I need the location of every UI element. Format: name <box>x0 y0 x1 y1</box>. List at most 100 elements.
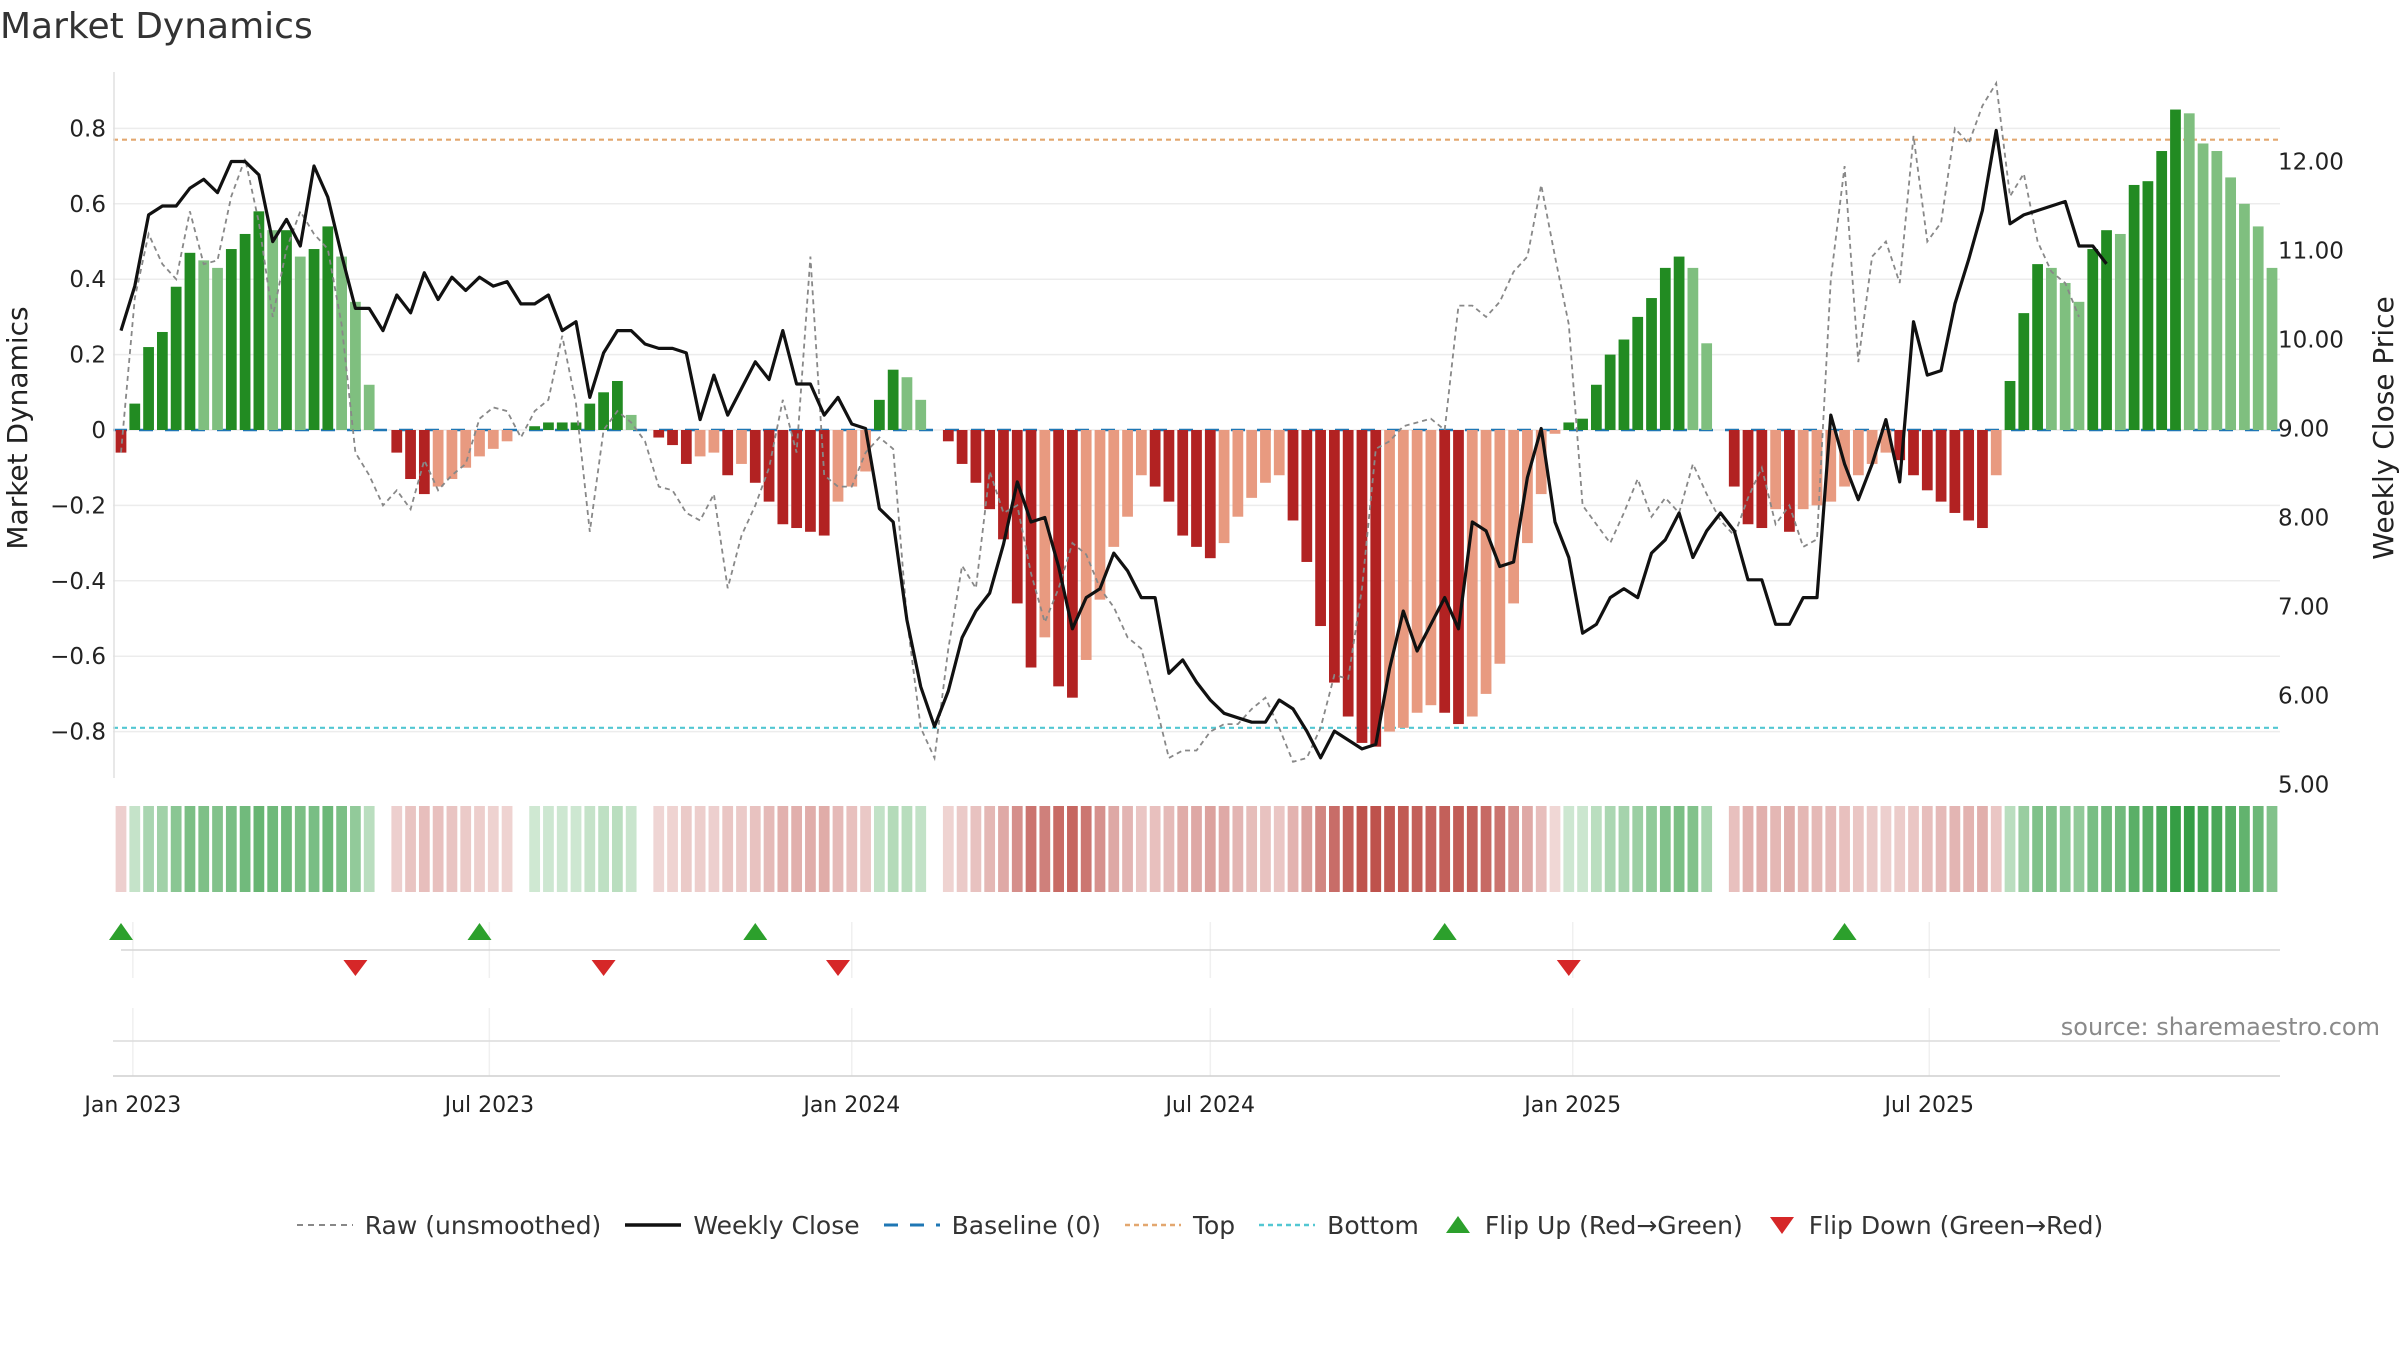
regime-cell <box>294 806 306 892</box>
regime-cell <box>708 806 720 892</box>
regime-cell <box>1301 806 1313 892</box>
legend: Raw (unsmoothed) Weekly Close Baseline (… <box>0 1205 2400 1245</box>
regime-cell <box>1535 806 1547 892</box>
dynamics-bar <box>1866 430 1878 464</box>
chart-title: Market Dynamics <box>0 6 313 47</box>
dynamics-bar <box>143 347 154 430</box>
dynamics-bar <box>1577 418 1588 430</box>
regime-cell <box>2156 806 2168 892</box>
regime-cell <box>1825 806 1837 892</box>
dynamics-bar <box>1301 430 1313 562</box>
regime-cell <box>915 806 927 892</box>
dynamics-bar <box>1949 430 1961 513</box>
regime-cell <box>2059 806 2071 892</box>
regime-cell <box>846 806 858 892</box>
dynamics-bar <box>350 301 361 430</box>
regime-cell <box>1756 806 1768 892</box>
dynamics-bar <box>846 430 858 487</box>
dynamics-bar <box>391 430 403 453</box>
right-tick-label: 6.00 <box>2278 684 2329 710</box>
regime-cell <box>1604 806 1616 892</box>
regime-cell <box>1894 806 1906 892</box>
regime-cell <box>998 806 1009 892</box>
regime-cell <box>1577 806 1588 892</box>
regime-cell <box>1701 806 1713 892</box>
regime-cell <box>239 806 251 892</box>
legend-label-flip-up: Flip Up (Red→Green) <box>1484 1210 1743 1240</box>
legend-label-top: Top <box>1192 1210 1236 1240</box>
regime-cell <box>1246 806 1258 892</box>
dynamics-bar <box>708 430 720 453</box>
regime-cell <box>1273 806 1285 892</box>
regime-cell <box>267 806 279 892</box>
regime-cell <box>1342 806 1354 892</box>
dynamics-bar <box>612 380 623 430</box>
regime-cell <box>1122 806 1133 892</box>
dynamics-bar <box>460 430 472 468</box>
dynamics-bar <box>1039 430 1051 638</box>
dynamics-bar <box>1053 430 1064 687</box>
dynamics-bar <box>1604 354 1616 430</box>
dynamics-bar <box>1797 430 1809 510</box>
dynamics-bar <box>198 260 210 430</box>
dynamics-bars <box>115 109 2278 747</box>
left-tick-label: −0.8 <box>50 720 106 746</box>
dynamics-bar <box>501 430 513 442</box>
dynamics-bar <box>2101 230 2112 430</box>
right-tick-label: 12.00 <box>2278 150 2344 176</box>
legend-bottom-swatch <box>1259 1223 1316 1227</box>
dynamics-bar <box>818 430 830 536</box>
dynamics-bar <box>2018 313 2030 430</box>
regime-cell <box>2266 806 2278 892</box>
dynamics-bar <box>1329 430 1340 683</box>
legend-top-swatch <box>1124 1223 1181 1227</box>
dynamics-bar <box>653 430 665 438</box>
regime-cell <box>308 806 320 892</box>
dynamics-bar <box>1342 430 1354 717</box>
dynamics-bar <box>529 426 541 430</box>
regime-cell <box>1949 806 1961 892</box>
regime-cell <box>1522 806 1533 892</box>
dynamics-bar <box>956 430 968 464</box>
regime-cell <box>763 806 775 892</box>
dynamics-bar <box>432 430 444 487</box>
regime-cell <box>1646 806 1657 892</box>
flip-up-marker <box>109 923 133 940</box>
regime-cell <box>1397 806 1409 892</box>
axes: 0.8 0.6 0.4 0.2 0 −0.2 −0.4 −0.6 −0.8 12.00 11.00 1… <box>1 72 2400 799</box>
regime-cell <box>2183 806 2195 892</box>
dynamics-bar <box>156 331 168 430</box>
regime-cell <box>805 806 816 892</box>
regime-strip <box>115 806 2278 892</box>
regime-cell <box>639 806 651 892</box>
regime-cell <box>2252 806 2264 892</box>
regime-cell <box>1880 806 1892 892</box>
dynamics-bar <box>598 392 609 430</box>
regime-cell <box>1618 806 1630 892</box>
dynamics-bar <box>184 252 196 430</box>
flip-up-triangle-icon <box>1445 1216 1470 1233</box>
regime-cell <box>487 806 499 892</box>
regime-cell <box>2087 806 2099 892</box>
regime-cell <box>2197 806 2209 892</box>
date-axis: Jan 2023 Jul 2023 Jan 2024 Jul 2024 Jan 2025… <box>82 1008 2280 1118</box>
regime-cell <box>1715 806 1726 892</box>
date-tick-label: Jan 2023 <box>82 1093 181 1118</box>
dynamics-bar <box>970 430 982 483</box>
source-note: source: sharemaestro.com <box>2060 1013 2380 1041</box>
right-tick-label: 10.00 <box>2278 328 2344 354</box>
regime-cell <box>529 806 541 892</box>
regime-cell <box>1673 806 1685 892</box>
regime-cell <box>1011 806 1023 892</box>
flip-down-marker <box>826 960 850 976</box>
dynamics-bar <box>556 422 568 430</box>
regime-cell <box>1108 806 1120 892</box>
dynamics-bar <box>2114 233 2126 430</box>
dynamics-bar <box>1508 430 1520 604</box>
regime-cell <box>2239 806 2250 892</box>
regime-cell <box>956 806 968 892</box>
regime-cell <box>570 806 582 892</box>
dynamics-bar <box>2211 151 2223 430</box>
regime-cell <box>873 806 885 892</box>
dynamics-bar <box>2059 282 2071 430</box>
